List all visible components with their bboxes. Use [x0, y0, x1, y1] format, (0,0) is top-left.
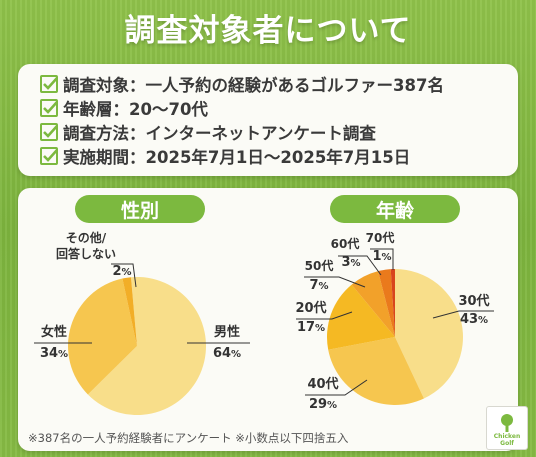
checkbox-icon	[40, 99, 58, 117]
page-title: 調査対象者について	[124, 12, 412, 49]
svg-text:Golf: Golf	[500, 440, 514, 447]
info-item-text: 調査方法：インターネットアンケート調査	[63, 124, 376, 143]
age-leader-70s	[370, 248, 394, 270]
age-chart-title: 年齢	[330, 195, 460, 223]
age-value-40s: 29%	[309, 397, 337, 412]
age-leader-50s	[304, 276, 366, 288]
chicken-golf-logo: Chicken Golf	[486, 406, 528, 450]
age-slice-5	[390, 269, 395, 337]
info-item-text: 実施期間：2025年7月1日〜2025年7月15日	[63, 148, 411, 167]
info-item: 調査方法：インターネットアンケート調査	[40, 120, 518, 144]
age-slice-0	[395, 269, 463, 399]
gender-value-other: 2%	[112, 264, 131, 279]
gender-label-other-sub: 回答しない	[56, 246, 116, 261]
info-item-text: 調査対象：一人予約の経験があるゴルファー387名	[63, 76, 444, 95]
age-slice-4	[378, 269, 395, 337]
age-slice-2	[327, 284, 395, 350]
age-slice-1	[328, 337, 424, 405]
age-leader-30s	[432, 310, 494, 319]
age-label-60s: 60代	[331, 236, 360, 251]
age-value-30s: 43%	[460, 312, 488, 327]
age-label-40s: 40代	[307, 376, 338, 392]
info-item: 調査対象：一人予約の経験があるゴルファー387名	[40, 72, 518, 96]
gender-value-female: 34%	[40, 346, 68, 361]
age-leader-40s	[305, 379, 368, 396]
age-label-50s: 50代	[305, 258, 334, 273]
age-label-70s: 70代	[366, 230, 395, 245]
gender-slice-1	[68, 278, 137, 395]
age-value-20s: 17%	[297, 320, 325, 335]
age-value-60s: 3%	[341, 255, 360, 270]
info-item: 年齢層：20〜70代	[40, 96, 518, 120]
age-label-30s: 30代	[458, 293, 489, 309]
gender-leader-other	[111, 263, 137, 288]
gender-label-other: その他/	[66, 230, 107, 245]
checkbox-icon	[40, 147, 58, 165]
age-slice-3	[351, 271, 395, 337]
gender-slice-2	[122, 277, 137, 346]
gender-chart-title: 性別	[75, 195, 205, 223]
gender-value-male: 64%	[213, 346, 241, 361]
checkbox-icon	[40, 75, 58, 93]
gender-label-female: 女性	[41, 324, 67, 340]
svg-text:Chicken: Chicken	[494, 433, 520, 440]
age-label-20s: 20代	[295, 300, 326, 316]
gender-slice-0	[87, 277, 206, 415]
age-value-70s: 1%	[372, 249, 391, 264]
info-item: 実施期間：2025年7月1日〜2025年7月15日	[40, 144, 518, 168]
gender-label-male: 男性	[214, 324, 240, 340]
info-item-text: 年齢層：20〜70代	[63, 100, 208, 119]
checkbox-icon	[40, 123, 58, 141]
survey-info-box: 調査対象：一人予約の経験があるゴルファー387名 年齢層：20〜70代 調査方法…	[18, 64, 518, 176]
footnote: ※387名の一人予約経験者にアンケート ※小数点以下四捨五入	[28, 431, 349, 445]
age-leader-20s	[296, 311, 353, 320]
age-value-50s: 7%	[309, 278, 328, 293]
age-leader-60s	[338, 255, 382, 276]
